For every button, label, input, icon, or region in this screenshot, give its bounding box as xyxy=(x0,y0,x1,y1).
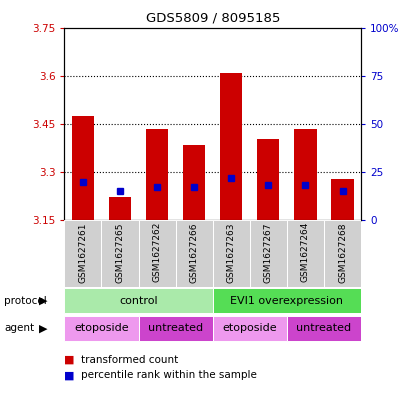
FancyBboxPatch shape xyxy=(64,288,213,313)
FancyBboxPatch shape xyxy=(287,316,361,340)
Text: GSM1627267: GSM1627267 xyxy=(264,222,273,283)
FancyBboxPatch shape xyxy=(287,220,324,287)
Text: etoposide: etoposide xyxy=(222,323,277,333)
FancyBboxPatch shape xyxy=(64,316,139,340)
FancyBboxPatch shape xyxy=(213,288,361,313)
FancyBboxPatch shape xyxy=(64,220,101,287)
Text: ▶: ▶ xyxy=(39,323,48,333)
FancyBboxPatch shape xyxy=(324,220,361,287)
Bar xyxy=(146,129,168,220)
Text: etoposide: etoposide xyxy=(74,323,129,333)
FancyBboxPatch shape xyxy=(139,220,176,287)
Text: protocol: protocol xyxy=(4,296,47,306)
Text: GSM1627263: GSM1627263 xyxy=(227,222,236,283)
FancyBboxPatch shape xyxy=(213,220,250,287)
Bar xyxy=(257,139,279,220)
FancyBboxPatch shape xyxy=(139,316,213,340)
Bar xyxy=(294,129,317,220)
Text: ■: ■ xyxy=(64,370,75,380)
Bar xyxy=(220,73,242,220)
Bar xyxy=(183,145,205,220)
FancyBboxPatch shape xyxy=(213,316,287,340)
Bar xyxy=(109,197,131,220)
Text: transformed count: transformed count xyxy=(81,354,178,365)
Text: ■: ■ xyxy=(64,354,75,365)
Bar xyxy=(332,179,354,220)
Text: GSM1627261: GSM1627261 xyxy=(78,222,88,283)
Text: agent: agent xyxy=(4,323,34,333)
Text: GSM1627268: GSM1627268 xyxy=(338,222,347,283)
Text: GSM1627266: GSM1627266 xyxy=(190,222,199,283)
Text: percentile rank within the sample: percentile rank within the sample xyxy=(81,370,257,380)
Title: GDS5809 / 8095185: GDS5809 / 8095185 xyxy=(146,12,280,25)
Bar xyxy=(72,116,94,220)
FancyBboxPatch shape xyxy=(250,220,287,287)
FancyBboxPatch shape xyxy=(176,220,213,287)
Text: untreated: untreated xyxy=(148,323,203,333)
Text: untreated: untreated xyxy=(296,323,352,333)
Text: GSM1627265: GSM1627265 xyxy=(115,222,124,283)
Text: GSM1627264: GSM1627264 xyxy=(301,222,310,283)
Text: EVI1 overexpression: EVI1 overexpression xyxy=(230,296,343,306)
Text: control: control xyxy=(119,296,158,306)
Text: GSM1627262: GSM1627262 xyxy=(153,222,161,283)
FancyBboxPatch shape xyxy=(101,220,139,287)
Text: ▶: ▶ xyxy=(39,296,48,306)
